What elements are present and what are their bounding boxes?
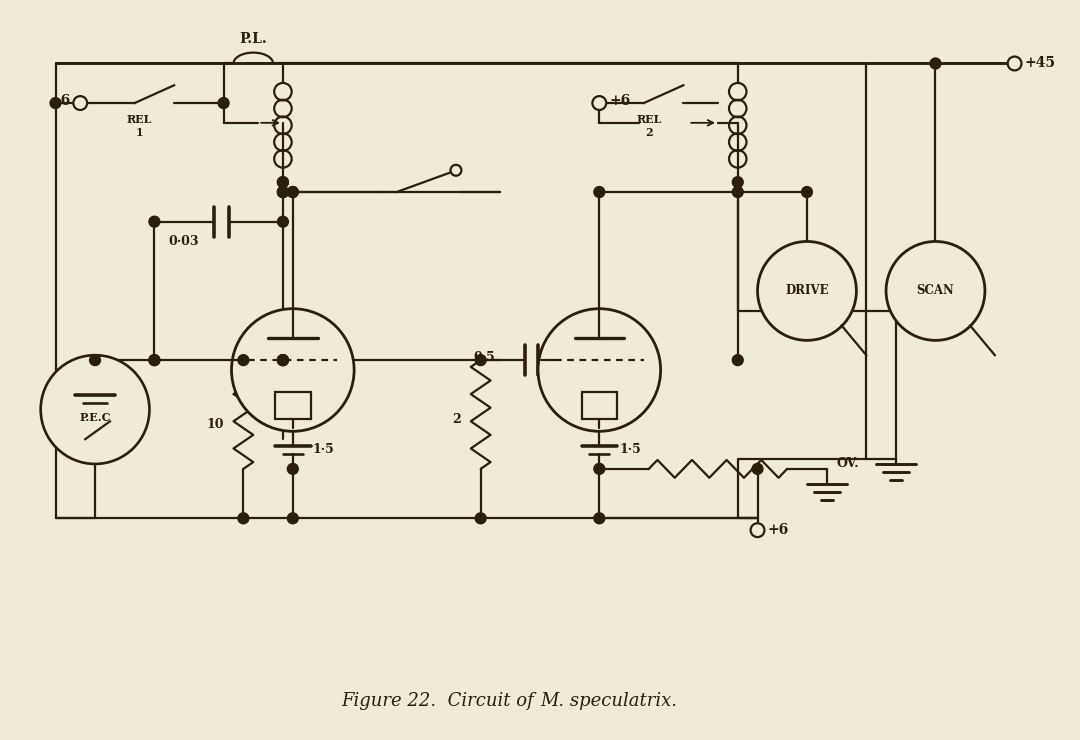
Circle shape — [278, 186, 288, 198]
Circle shape — [732, 177, 743, 187]
Circle shape — [752, 463, 762, 474]
Circle shape — [538, 309, 661, 431]
Text: 10: 10 — [206, 418, 224, 431]
Text: +45: +45 — [1025, 56, 1055, 70]
Text: OV.: OV. — [837, 457, 860, 471]
Circle shape — [732, 186, 743, 198]
Text: 2: 2 — [453, 413, 461, 426]
Circle shape — [41, 355, 149, 464]
Circle shape — [231, 309, 354, 431]
Circle shape — [278, 177, 288, 187]
Circle shape — [149, 354, 160, 366]
Text: SCAN: SCAN — [917, 284, 955, 297]
Circle shape — [751, 523, 765, 537]
Text: DRIVE: DRIVE — [785, 284, 828, 297]
Circle shape — [450, 165, 461, 175]
Circle shape — [1008, 56, 1022, 70]
Text: +6: +6 — [49, 94, 70, 108]
Circle shape — [594, 463, 605, 474]
Circle shape — [732, 354, 743, 366]
Circle shape — [475, 513, 486, 524]
Circle shape — [149, 354, 160, 366]
Circle shape — [90, 354, 100, 366]
FancyBboxPatch shape — [581, 391, 617, 420]
Circle shape — [757, 241, 856, 340]
Circle shape — [218, 98, 229, 109]
Text: REL: REL — [636, 115, 661, 125]
Text: 1·5: 1·5 — [312, 443, 335, 456]
Circle shape — [278, 354, 288, 366]
Circle shape — [287, 513, 298, 524]
Text: +6: +6 — [768, 523, 788, 537]
Circle shape — [278, 354, 288, 366]
Circle shape — [73, 96, 87, 110]
Circle shape — [278, 177, 288, 187]
Circle shape — [238, 513, 248, 524]
Text: M. speculatrix.: M. speculatrix. — [540, 692, 677, 710]
Circle shape — [287, 186, 298, 198]
Circle shape — [593, 96, 606, 110]
Text: P.L.: P.L. — [240, 32, 267, 46]
Circle shape — [278, 186, 288, 198]
Text: 0·03: 0·03 — [168, 235, 200, 248]
Text: REL: REL — [126, 115, 152, 125]
Text: P.E.C: P.E.C — [79, 412, 111, 423]
Text: +6: +6 — [609, 94, 631, 108]
FancyBboxPatch shape — [275, 391, 311, 420]
Circle shape — [149, 216, 160, 227]
Circle shape — [278, 186, 288, 198]
Circle shape — [930, 58, 941, 69]
Circle shape — [50, 98, 60, 109]
Circle shape — [287, 463, 298, 474]
Circle shape — [801, 186, 812, 198]
Text: Figure 22.  Circuit of: Figure 22. Circuit of — [341, 692, 540, 710]
Circle shape — [278, 216, 288, 227]
Text: 1: 1 — [136, 127, 144, 138]
Circle shape — [594, 186, 605, 198]
Circle shape — [594, 513, 605, 524]
Text: 1·5: 1·5 — [619, 443, 640, 456]
Text: 0·5: 0·5 — [474, 351, 496, 363]
Circle shape — [238, 354, 248, 366]
Circle shape — [886, 241, 985, 340]
Text: 2: 2 — [645, 127, 652, 138]
Circle shape — [278, 354, 288, 366]
Circle shape — [287, 186, 298, 198]
Circle shape — [475, 354, 486, 366]
